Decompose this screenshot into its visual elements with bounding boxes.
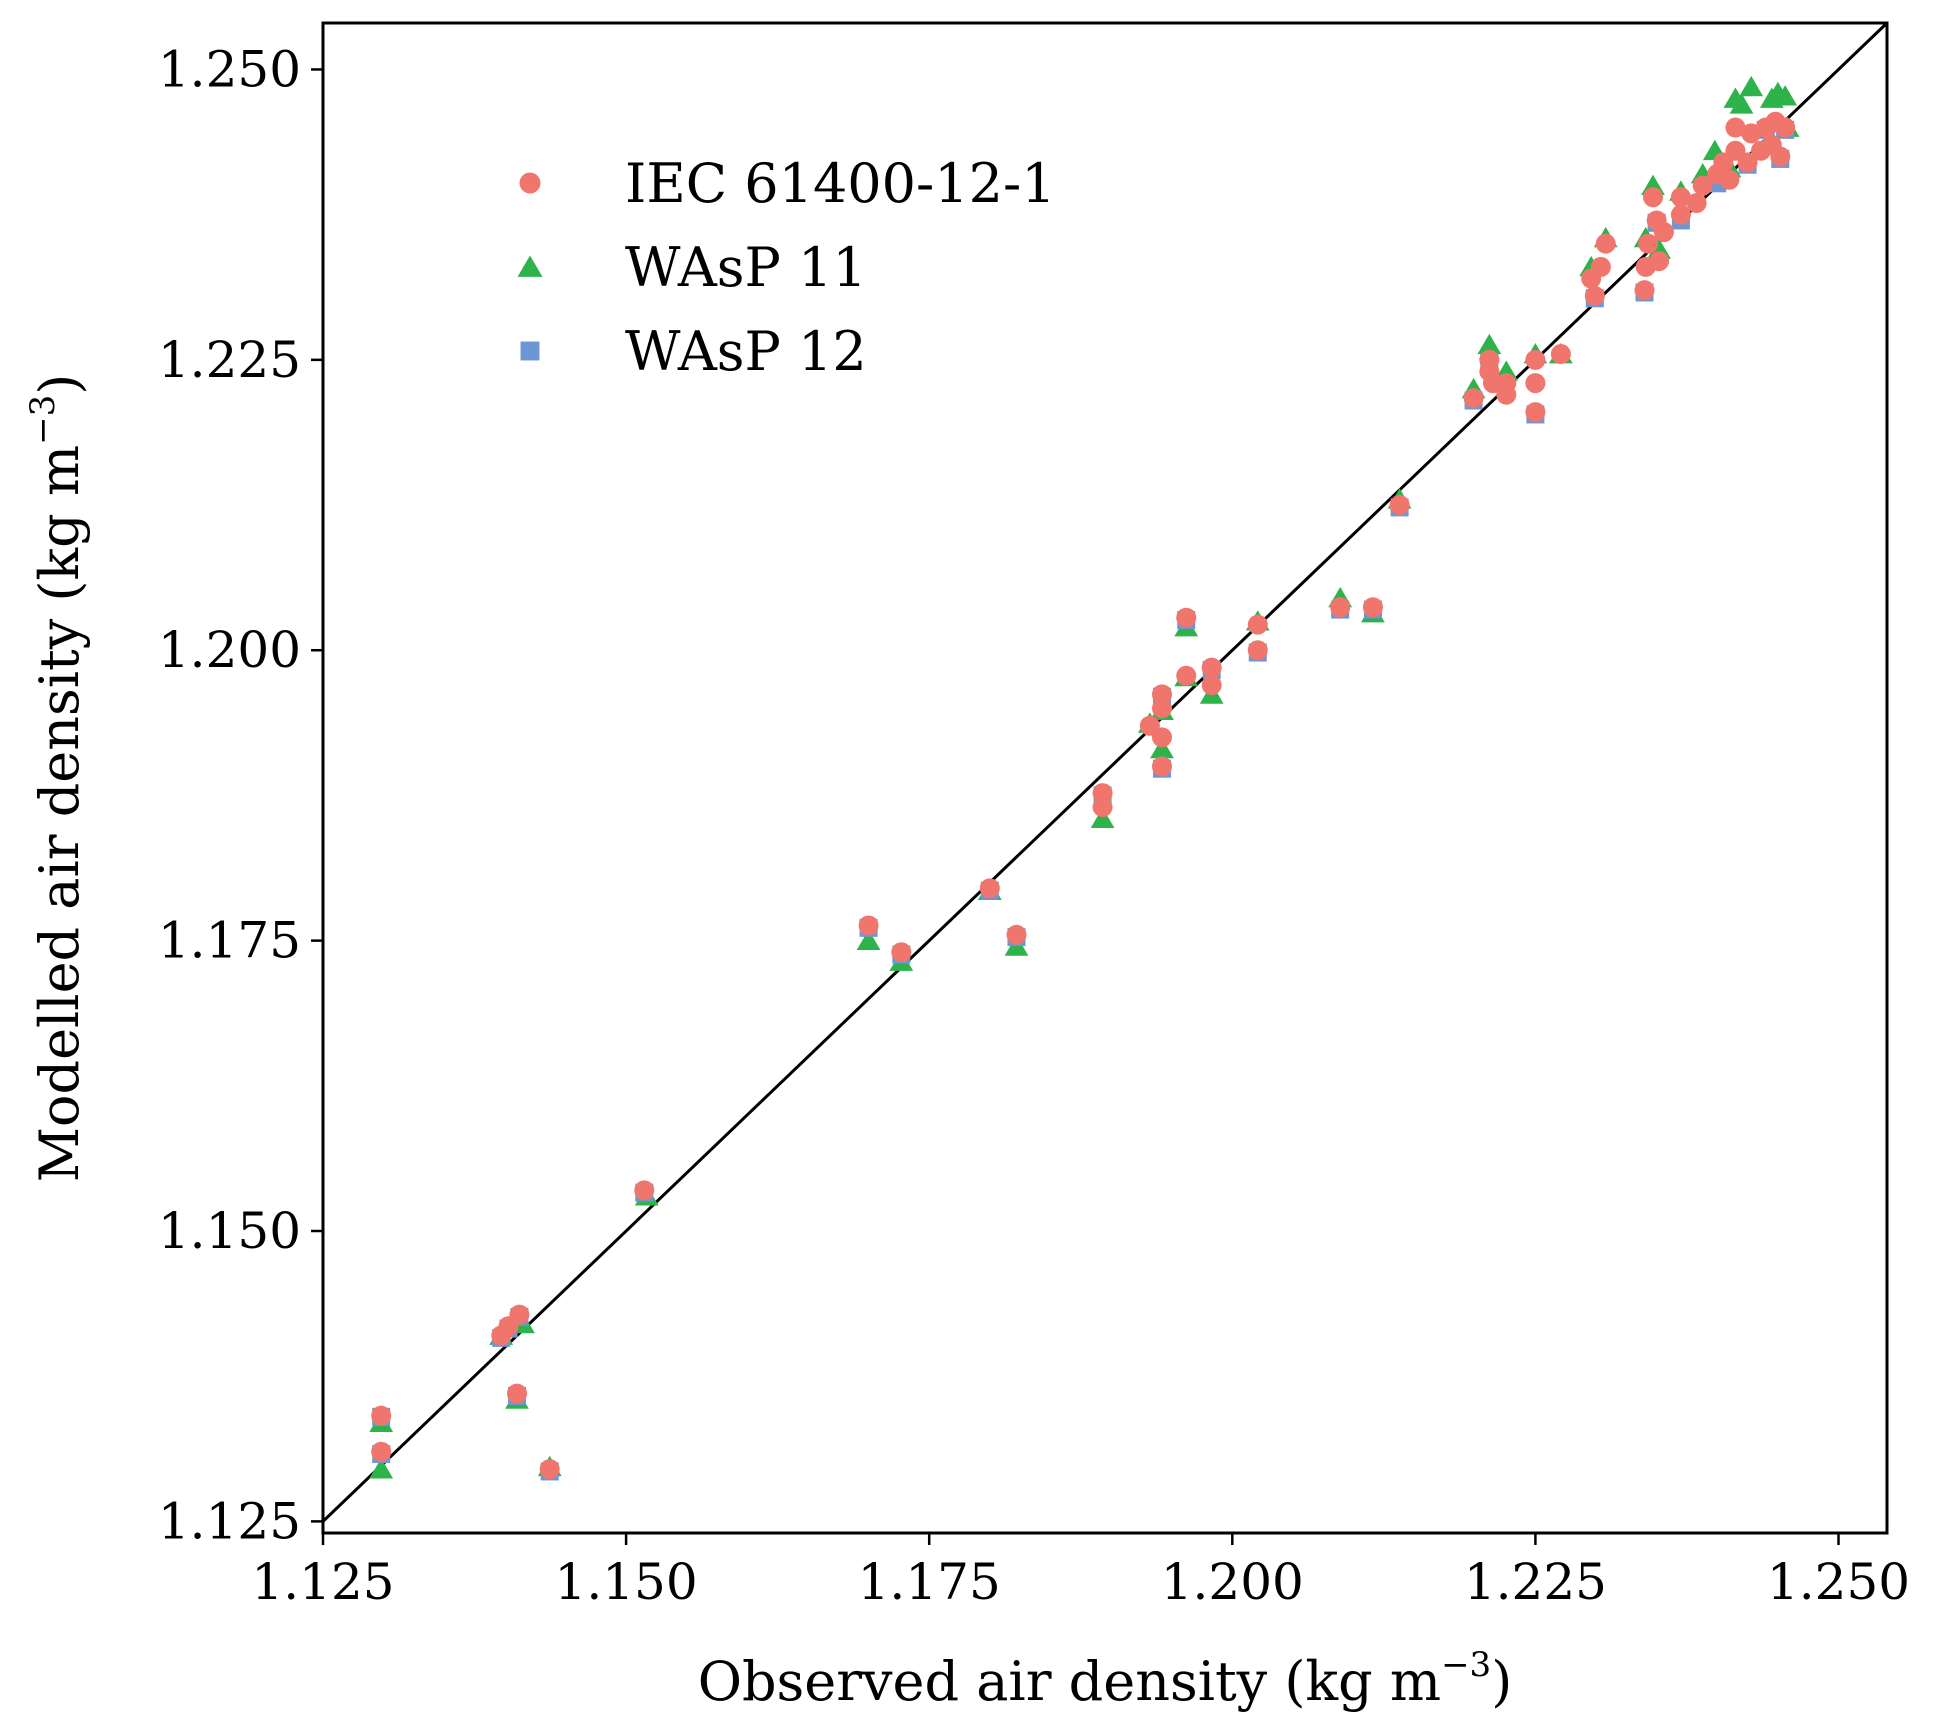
data-point xyxy=(1584,285,1605,306)
data-point xyxy=(1525,402,1546,423)
data-point xyxy=(1595,233,1616,254)
y-axis-title-exponent: −3 xyxy=(23,395,63,445)
data-point xyxy=(1729,93,1754,114)
data-point xyxy=(506,1383,527,1404)
x-axis-title-exponent: −3 xyxy=(1441,1645,1491,1685)
data-point xyxy=(1151,698,1172,719)
data-point xyxy=(1090,807,1115,829)
legend-label: WAsP 11 xyxy=(625,236,867,299)
legend: IEC 61400-12-1 WAsP 11 WAsP 12 xyxy=(517,152,1056,383)
data-point xyxy=(1006,924,1027,945)
data-point xyxy=(1773,85,1798,106)
data-point xyxy=(1770,146,1791,167)
data-point xyxy=(1670,187,1691,208)
data-point xyxy=(1496,384,1517,405)
data-point xyxy=(1686,193,1707,214)
y-axis: 1.125 1.150 1.175 1.200 1.225 1.250 xyxy=(158,40,323,1550)
x-tick-label: 1.175 xyxy=(858,1553,1001,1611)
data-point xyxy=(1247,640,1268,661)
legend-item: IEC 61400-12-1 xyxy=(519,152,1056,215)
data-point xyxy=(1653,222,1674,243)
data-point xyxy=(509,1304,530,1325)
data-point xyxy=(1151,684,1172,705)
data-point xyxy=(1201,675,1222,696)
data-point xyxy=(1638,233,1659,254)
plot-frame xyxy=(321,21,1889,1535)
y-axis-title-text: Modelled air density (kg m xyxy=(28,445,91,1182)
y-tick-label: 1.200 xyxy=(158,621,301,679)
y-axis-title-close: ) xyxy=(28,374,91,395)
legend-label: WAsP 12 xyxy=(625,320,867,383)
legend-item: WAsP 12 xyxy=(520,320,867,383)
data-point xyxy=(1719,169,1740,190)
data-point xyxy=(1670,204,1691,225)
legend-label: IEC 61400-12-1 xyxy=(625,152,1056,215)
legend-marker xyxy=(520,341,540,361)
series-iec-61400-12-1 xyxy=(371,111,1796,1480)
data-point xyxy=(634,1180,655,1201)
data-point xyxy=(1247,614,1268,635)
y-tick-label: 1.150 xyxy=(158,1202,301,1260)
y-tick-label: 1.225 xyxy=(158,331,301,389)
x-tick-label: 1.225 xyxy=(1464,1553,1607,1611)
data-point xyxy=(1739,75,1764,97)
legend-marker xyxy=(519,172,541,194)
reference-line-layer xyxy=(321,21,1889,1523)
data-point xyxy=(891,942,912,963)
data-point xyxy=(1330,597,1351,618)
y-axis-title: Modelled air density (kg m−3) xyxy=(23,374,91,1183)
data-point xyxy=(1477,333,1502,355)
data-point xyxy=(539,1459,560,1480)
data-point xyxy=(858,915,879,936)
reference-line-1to1 xyxy=(321,21,1889,1523)
data-point xyxy=(1692,175,1713,196)
x-axis-title-close: ) xyxy=(1491,1650,1512,1713)
legend-item: WAsP 11 xyxy=(517,236,867,299)
data-point xyxy=(1150,737,1174,759)
data-point xyxy=(1463,388,1484,409)
data-point xyxy=(1362,597,1383,618)
data-point xyxy=(1176,607,1197,628)
x-axis-title-text: Observed air density (kg m xyxy=(698,1650,1441,1713)
x-axis-title: Observed air density (kg m−3) xyxy=(698,1645,1513,1713)
data-point xyxy=(1092,783,1113,804)
data-point xyxy=(1151,727,1172,748)
y-tick-label: 1.175 xyxy=(158,912,301,970)
data-point xyxy=(1725,117,1746,138)
data-point xyxy=(1643,187,1664,208)
x-tick-label: 1.250 xyxy=(1767,1553,1910,1611)
data-point xyxy=(1525,349,1546,370)
data-point xyxy=(979,878,1000,899)
data-point xyxy=(1737,152,1758,173)
data-point xyxy=(1590,256,1611,277)
data-point xyxy=(1201,657,1222,678)
data-point xyxy=(1649,251,1670,272)
data-point xyxy=(1634,280,1655,301)
x-axis: 1.125 1.150 1.175 1.200 1.225 1.250 xyxy=(251,1533,1910,1611)
data-point xyxy=(1525,373,1546,394)
data-point xyxy=(1389,495,1410,516)
y-tick-label: 1.250 xyxy=(158,40,301,98)
data-point xyxy=(371,1405,392,1426)
data-points-layer xyxy=(369,75,1800,1481)
data-point xyxy=(856,929,881,950)
data-point xyxy=(1151,756,1172,777)
data-point xyxy=(1550,344,1571,365)
data-point xyxy=(1775,117,1796,138)
data-point xyxy=(371,1441,392,1462)
data-point xyxy=(369,1458,394,1479)
data-point xyxy=(1092,797,1113,818)
x-tick-label: 1.125 xyxy=(251,1553,394,1611)
x-tick-label: 1.200 xyxy=(1161,1553,1304,1611)
x-tick-label: 1.150 xyxy=(555,1553,698,1611)
y-tick-label: 1.125 xyxy=(158,1492,301,1550)
data-point xyxy=(1176,665,1197,686)
legend-marker xyxy=(517,255,543,277)
